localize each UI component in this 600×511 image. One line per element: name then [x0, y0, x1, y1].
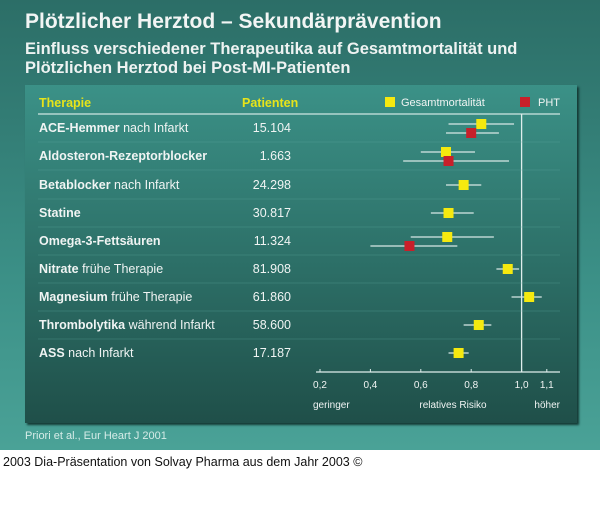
row-label-context: nach Infarkt [111, 178, 180, 192]
image-caption: 2003 Dia-Präsentation von Solvay Pharma … [3, 455, 363, 469]
x-tick-label: 0,2 [313, 380, 327, 391]
point-pht [443, 156, 454, 166]
row-patients: 58.600 [253, 318, 291, 332]
row-label: Statine [39, 206, 81, 220]
row-label: Betablocker nach Infarkt [39, 178, 180, 192]
legend-label-pht: PHT [538, 97, 560, 109]
slide: Plötzlicher Herztod – Sekundärprävention… [0, 0, 600, 450]
source-citation: Priori et al., Eur Heart J 2001 [25, 430, 167, 442]
x-tick-label: 1,0 [515, 380, 529, 391]
point-gesamt [458, 180, 469, 190]
x-tick-label: 1,1 [540, 380, 554, 391]
row-label: ASS nach Infarkt [39, 346, 134, 360]
row-patients: 1.663 [260, 149, 291, 163]
row-patients: 15.104 [253, 121, 291, 135]
row-label-drug: Omega-3-Fettsäuren [39, 234, 161, 248]
row-label-context: frühe Therapie [108, 290, 193, 304]
point-pht [466, 128, 477, 138]
row-label-drug: Nitrate [39, 262, 79, 276]
row-label: Aldosteron-Rezeptorblocker [39, 149, 207, 163]
row-label-context: nach Infarkt [120, 121, 189, 135]
point-gesamt [524, 292, 535, 302]
point-gesamt [453, 348, 464, 358]
row-label-drug: Thrombolytika [39, 318, 126, 332]
row-label: Magnesium frühe Therapie [39, 290, 192, 304]
header-patienten: Patienten [242, 96, 298, 110]
chart-panel [25, 85, 577, 423]
x-tick-label: 0,8 [464, 380, 478, 391]
x-axis-label: relatives Risiko [419, 400, 487, 411]
row-label: Omega-3-Fettsäuren [39, 234, 161, 248]
row-patients: 61.860 [253, 290, 291, 304]
slide-subtitle: Einfluss verschiedener Therapeutika auf … [25, 40, 517, 78]
row-label-context: während Infarkt [125, 318, 215, 332]
x-label-left: geringer [313, 400, 350, 411]
point-gesamt [441, 147, 451, 157]
row-patients: 81.908 [253, 262, 291, 276]
slide-title: Plötzlicher Herztod – Sekundärprävention [25, 10, 442, 33]
row-label: Nitrate frühe Therapie [39, 262, 163, 276]
point-gesamt [443, 208, 454, 218]
header-therapie: Therapie [39, 96, 91, 110]
row-label-drug: Magnesium [39, 290, 108, 304]
forest-plot: Therapie Patienten Gesamtmortalität PHT ACE-… [38, 96, 561, 411]
row-label-drug: Betablocker [39, 178, 111, 192]
row-label: Thrombolytika während Infarkt [39, 318, 215, 332]
row-patients: 17.187 [253, 346, 291, 360]
row-label-drug: Aldosteron-Rezeptorblocker [39, 149, 207, 163]
row-patients: 24.298 [253, 178, 291, 192]
point-gesamt [473, 320, 484, 330]
point-gesamt [476, 119, 487, 129]
row-label-drug: ASS [39, 346, 65, 360]
legend-marker-pht [520, 97, 530, 107]
x-tick-label: 0,4 [363, 380, 377, 391]
legend-label-gesamt: Gesamtmortalität [401, 97, 485, 109]
subtitle-line-2: Plötzlichen Herztod bei Post-MI-Patiente… [25, 59, 351, 77]
row-label-drug: Statine [39, 206, 81, 220]
legend-marker-gesamt [385, 97, 395, 107]
row-label: ACE-Hemmer nach Infarkt [39, 121, 189, 135]
row-patients: 30.817 [253, 206, 291, 220]
row-label-drug: ACE-Hemmer [39, 121, 120, 135]
row-patients: 11.324 [254, 234, 291, 248]
x-tick-label: 0,6 [414, 380, 428, 391]
point-pht [404, 241, 415, 251]
row-label-context: frühe Therapie [79, 262, 164, 276]
x-label-right: höher [534, 400, 560, 411]
point-gesamt [442, 232, 453, 242]
point-gesamt [502, 264, 513, 274]
row-label-context: nach Infarkt [65, 346, 134, 360]
subtitle-line-1: Einfluss verschiedener Therapeutika auf … [25, 40, 518, 58]
